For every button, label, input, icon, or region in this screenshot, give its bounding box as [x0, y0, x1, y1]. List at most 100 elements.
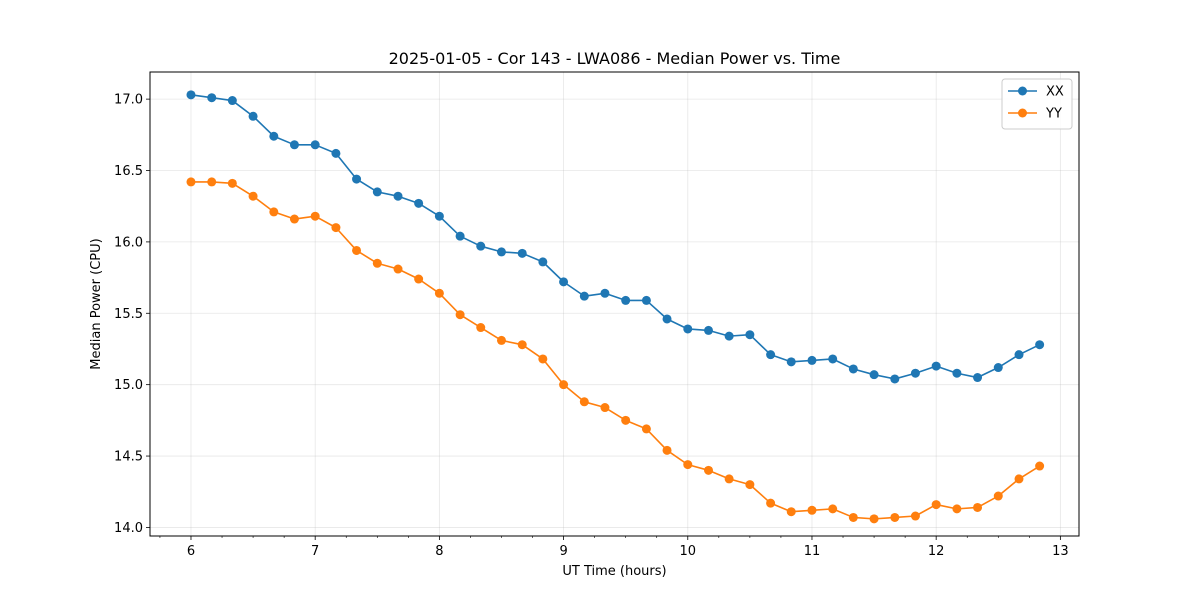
data-point-xx [414, 198, 424, 208]
x-axis-label: UT Time (hours) [562, 564, 666, 579]
data-point-yy [269, 207, 279, 217]
axes: 6 7 8 9 10 11 12 13 14.0 14.5 15.0 15.5 16.0 16.5 17.0 [114, 93, 1069, 559]
legend-label-yy: YY [1045, 107, 1062, 122]
data-point-xx [807, 355, 817, 365]
data-point-xx [1014, 350, 1024, 360]
x-tick-label: 7 [311, 544, 319, 559]
data-point-yy [683, 460, 693, 470]
data-point-yy [662, 445, 672, 455]
legend-marker-yy [1018, 108, 1027, 118]
data-point-yy [786, 507, 796, 517]
data-point-yy [352, 245, 362, 255]
data-point-yy [973, 502, 983, 512]
data-point-yy [848, 512, 858, 522]
data-point-xx [517, 248, 527, 258]
data-point-xx [848, 364, 858, 374]
data-point-xx [496, 247, 506, 257]
x-tick-label: 6 [187, 544, 195, 559]
y-tick-label: 16.5 [114, 164, 143, 179]
data-point-xx [579, 291, 589, 301]
data-point-xx [952, 368, 962, 378]
chart-title: 2025-01-05 - Cor 143 - LWA086 - Median P… [389, 49, 841, 68]
data-point-xx [372, 187, 382, 197]
y-tick-label: 14.0 [114, 521, 143, 536]
data-point-xx [869, 370, 879, 380]
y-tick-label: 15.0 [114, 378, 143, 393]
data-point-xx [766, 350, 776, 360]
plot-area [186, 90, 1045, 524]
data-point-yy [186, 177, 196, 187]
data-point-xx [931, 361, 941, 371]
legend-label-xx: XX [1046, 85, 1064, 100]
data-point-yy [248, 191, 258, 201]
data-point-xx [559, 277, 569, 287]
data-point-xx [621, 295, 631, 305]
data-point-yy [745, 480, 755, 490]
data-point-yy [414, 274, 424, 284]
data-point-xx [393, 191, 403, 201]
data-point-xx [600, 288, 610, 298]
data-point-xx [248, 111, 258, 121]
data-point-yy [910, 511, 920, 521]
data-point-xx [704, 325, 714, 335]
data-point-yy [579, 397, 589, 407]
data-point-yy [207, 177, 217, 187]
y-tick-label: 17.0 [114, 93, 143, 108]
data-point-yy [393, 264, 403, 274]
data-point-yy [704, 465, 714, 475]
data-point-xx [993, 363, 1003, 373]
data-point-yy [600, 403, 610, 413]
data-point-xx [434, 211, 444, 221]
data-point-yy [621, 415, 631, 425]
data-point-xx [724, 331, 734, 341]
data-point-yy [289, 214, 299, 224]
x-tick-label: 8 [435, 544, 443, 559]
data-point-xx [1035, 340, 1045, 350]
data-point-xx [683, 324, 693, 334]
data-point-xx [828, 354, 838, 364]
data-point-yy [455, 310, 465, 320]
legend: XX YY [1001, 78, 1073, 130]
grid [150, 72, 1079, 536]
data-point-xx [207, 93, 217, 103]
x-tick-label: 11 [804, 544, 821, 559]
data-point-yy [641, 424, 651, 434]
x-tick-label: 9 [559, 544, 567, 559]
data-point-xx [476, 241, 486, 251]
data-point-yy [310, 211, 320, 221]
data-point-yy [931, 500, 941, 510]
data-point-yy [828, 504, 838, 514]
data-point-xx [745, 330, 755, 340]
data-point-yy [538, 354, 548, 364]
data-point-xx [662, 314, 672, 324]
data-point-yy [724, 474, 734, 484]
data-point-yy [807, 505, 817, 515]
data-point-xx [910, 368, 920, 378]
data-point-yy [766, 498, 776, 508]
x-tick-label: 12 [928, 544, 945, 559]
data-point-xx [455, 231, 465, 241]
data-point-xx [890, 374, 900, 384]
y-axis-label: Median Power (CPU) [89, 238, 104, 369]
data-point-xx [538, 257, 548, 267]
data-point-xx [973, 373, 983, 383]
data-point-xx [641, 295, 651, 305]
data-point-yy [434, 288, 444, 298]
y-tick-label: 14.5 [114, 450, 143, 465]
x-tick-label: 13 [1052, 544, 1069, 559]
y-tick-label: 15.5 [114, 307, 143, 322]
data-point-xx [331, 148, 341, 158]
data-point-yy [517, 340, 527, 350]
data-point-xx [186, 90, 196, 100]
data-point-yy [952, 504, 962, 514]
data-point-yy [476, 323, 486, 333]
data-point-yy [869, 514, 879, 524]
data-point-xx [352, 174, 362, 184]
data-point-xx [786, 357, 796, 367]
data-point-xx [310, 140, 320, 150]
legend-marker-xx [1018, 86, 1027, 96]
x-tick-label: 10 [680, 544, 697, 559]
data-point-yy [331, 223, 341, 233]
y-tick-label: 16.0 [114, 235, 143, 250]
